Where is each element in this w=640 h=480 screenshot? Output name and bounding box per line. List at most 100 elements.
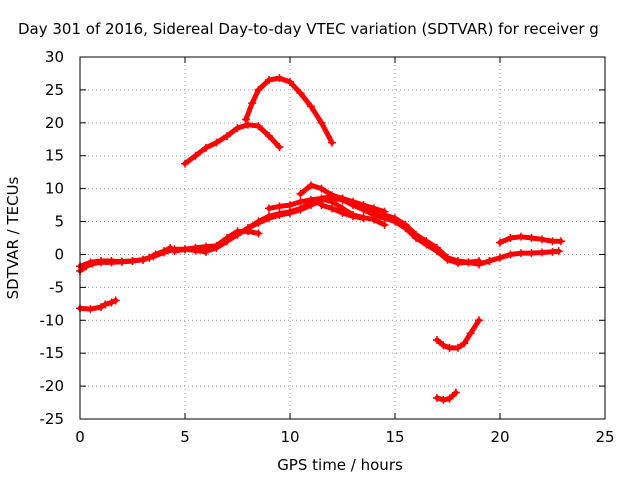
y-tick-label: 5 xyxy=(54,213,64,231)
data-point xyxy=(296,189,305,198)
data-point xyxy=(233,230,242,239)
data-point xyxy=(107,298,116,307)
data-point xyxy=(445,394,454,403)
data-point xyxy=(202,143,210,152)
data-point xyxy=(554,247,563,256)
data-point xyxy=(496,253,504,262)
y-tick-label: 15 xyxy=(45,147,64,165)
data-point xyxy=(451,388,460,397)
data-point xyxy=(548,237,557,246)
series-arc-5 xyxy=(243,75,335,146)
data-point xyxy=(338,208,347,217)
data-point xyxy=(466,329,475,338)
data-point xyxy=(254,218,263,227)
data-point xyxy=(139,255,147,264)
data-point xyxy=(97,258,105,267)
data-point xyxy=(485,257,494,266)
ticks: 0 5 10 15 20 25 -25 -20 -15 -10 -5 0 5 10 15 20 25 30 xyxy=(40,48,615,446)
data-point xyxy=(149,252,158,261)
data-point xyxy=(170,245,179,254)
data-point xyxy=(202,247,210,256)
data-point xyxy=(370,215,378,224)
data-point xyxy=(445,343,454,352)
data-point xyxy=(223,131,231,140)
data-point xyxy=(349,197,357,206)
data-point xyxy=(464,258,473,267)
data-point xyxy=(244,120,252,129)
series-layer xyxy=(76,74,565,404)
data-point xyxy=(160,248,168,257)
data-point xyxy=(107,258,116,267)
data-point xyxy=(439,395,448,404)
y-tick-label: -15 xyxy=(40,344,65,362)
data-point xyxy=(191,246,200,255)
data-point xyxy=(538,248,546,257)
data-point xyxy=(454,343,462,352)
data-point xyxy=(307,195,315,204)
y-tick-label: 10 xyxy=(45,180,64,198)
data-point xyxy=(359,201,368,210)
data-point xyxy=(233,124,242,133)
data-point xyxy=(101,300,110,309)
y-tick-label: 30 xyxy=(45,48,64,66)
data-point xyxy=(181,245,189,254)
data-point xyxy=(275,202,284,211)
y-tick-label: 0 xyxy=(54,245,64,263)
data-point xyxy=(275,210,284,219)
data-point xyxy=(359,214,368,223)
data-point xyxy=(391,217,399,226)
data-point xyxy=(88,259,97,268)
data-point xyxy=(439,341,448,350)
data-point xyxy=(265,214,273,223)
data-point xyxy=(296,205,305,214)
data-point xyxy=(370,204,378,213)
data-point xyxy=(328,191,336,200)
data-point xyxy=(111,296,120,305)
data-point xyxy=(254,229,263,238)
y-tick-label: 25 xyxy=(45,81,64,99)
data-point xyxy=(212,243,221,252)
data-point xyxy=(286,201,294,210)
data-point xyxy=(265,131,273,140)
data-point xyxy=(307,102,315,111)
data-point xyxy=(556,237,565,246)
data-point xyxy=(433,247,441,256)
data-point xyxy=(118,257,126,266)
data-point xyxy=(317,201,326,210)
y-tick-label: 20 xyxy=(45,114,64,132)
data-point xyxy=(254,85,263,94)
data-point xyxy=(265,204,273,213)
data-point xyxy=(275,74,284,83)
data-point xyxy=(97,303,105,312)
data-point xyxy=(422,240,431,249)
x-tick-label: 15 xyxy=(385,428,404,446)
data-point xyxy=(275,143,284,152)
data-point xyxy=(254,122,263,131)
data-point xyxy=(433,393,441,402)
data-point xyxy=(328,138,336,147)
data-point xyxy=(412,234,420,242)
data-point xyxy=(286,78,294,87)
y-axis-title: SDTVAR / TECUs xyxy=(4,176,22,299)
data-point xyxy=(128,257,137,266)
data-point xyxy=(517,232,525,241)
data-point xyxy=(328,204,336,213)
data-point xyxy=(286,208,294,217)
data-point xyxy=(349,212,357,221)
x-axis-title: GPS time / hours xyxy=(277,456,403,474)
data-point xyxy=(241,115,250,124)
data-point xyxy=(296,89,305,98)
data-point xyxy=(86,305,95,314)
x-tick-label: 5 xyxy=(180,428,190,446)
data-point xyxy=(527,249,536,258)
data-point xyxy=(475,316,483,325)
data-point xyxy=(191,151,200,160)
data-point xyxy=(506,234,515,242)
x-tick-label: 10 xyxy=(280,428,299,446)
x-tick-label: 25 xyxy=(595,428,614,446)
data-point xyxy=(433,336,441,345)
data-point xyxy=(380,220,389,229)
data-point xyxy=(454,259,462,268)
y-tick-label: -25 xyxy=(40,410,65,428)
